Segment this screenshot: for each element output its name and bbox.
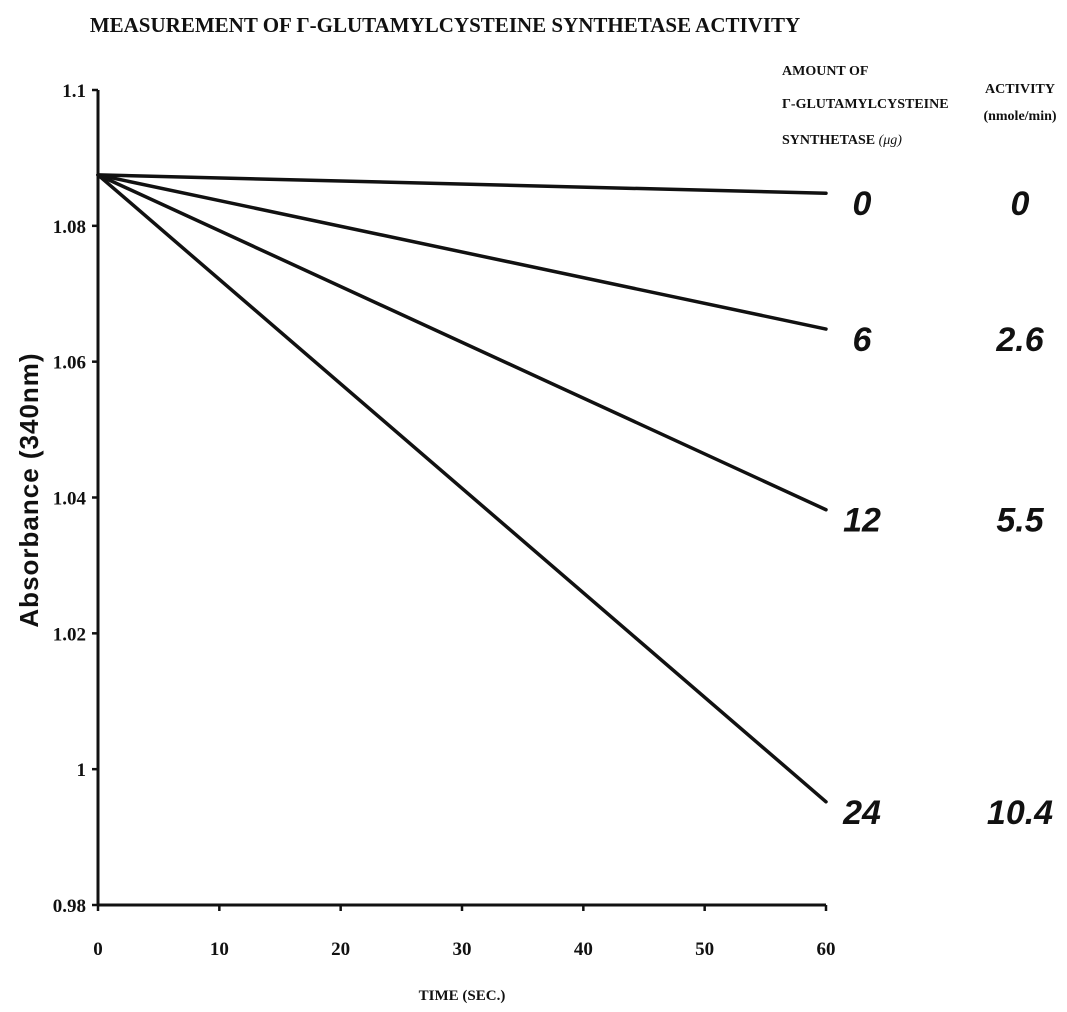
svg-text:(nmole/min): (nmole/min) [983, 109, 1056, 124]
x-tick-label: 10 [210, 939, 229, 960]
x-tick-label: 20 [331, 939, 350, 960]
amount-label: 6 [853, 321, 873, 359]
x-tick-label: 40 [574, 939, 593, 960]
activity-label: 5.5 [996, 502, 1044, 540]
series-line-24ug [96, 173, 828, 804]
y-tick-label: 1.04 [53, 489, 87, 510]
chart-title: MEASUREMENT OF Γ-GLUTAMYLCYSTEINE SYNTHE… [90, 13, 800, 37]
activity-label: 0 [1011, 185, 1030, 223]
activity-label: 10.4 [987, 794, 1053, 832]
series-line-12ug [96, 173, 828, 512]
activity-column-header: ACTIVITY (nmole/min) [983, 82, 1056, 124]
svg-text:AMOUNT OF: AMOUNT OF [782, 64, 868, 79]
y-tick-label: 1.1 [62, 81, 86, 102]
x-tick-label: 50 [695, 939, 714, 960]
amount-label: 0 [853, 185, 872, 223]
series-line-6ug [96, 173, 828, 331]
amount-column-header: AMOUNT OF Γ-GLUTAMYLCYSTEINE SYNTHETASE … [782, 64, 949, 148]
x-tick-label: 60 [817, 939, 836, 960]
y-tick-label: 1.08 [53, 217, 86, 238]
amount-label: 12 [843, 502, 881, 540]
x-axis-ticks: 0 10 20 30 40 50 60 [93, 905, 836, 960]
svg-text:SYNTHETASE (μg): SYNTHETASE (μg) [782, 133, 902, 148]
y-tick-label: 1 [77, 760, 87, 781]
x-axis-label: TIME (SEC.) [419, 988, 506, 1004]
y-axis-ticks: 0.98 1 1.02 1.04 1.06 1.08 1.1 [53, 81, 98, 917]
svg-text:ACTIVITY: ACTIVITY [985, 82, 1055, 97]
svg-text:Absorbance (340nm): Absorbance (340nm) [14, 352, 44, 627]
y-tick-label: 1.06 [53, 353, 86, 374]
svg-text:Γ-GLUTAMYLCYSTEINE: Γ-GLUTAMYLCYSTEINE [782, 97, 949, 112]
x-tick-label: 30 [453, 939, 472, 960]
y-tick-label: 0.98 [53, 896, 86, 917]
y-tick-label: 1.02 [53, 624, 86, 645]
activity-label: 2.6 [995, 321, 1044, 359]
amount-label: 24 [842, 794, 881, 832]
row-labels: 0 0 6 2.6 12 5.5 24 10.4 [842, 185, 1053, 832]
y-axis-label: Absorbance (340nm) [14, 352, 44, 627]
data-series [96, 173, 828, 804]
series-line-0ug [96, 173, 828, 195]
x-tick-label: 0 [93, 939, 103, 960]
